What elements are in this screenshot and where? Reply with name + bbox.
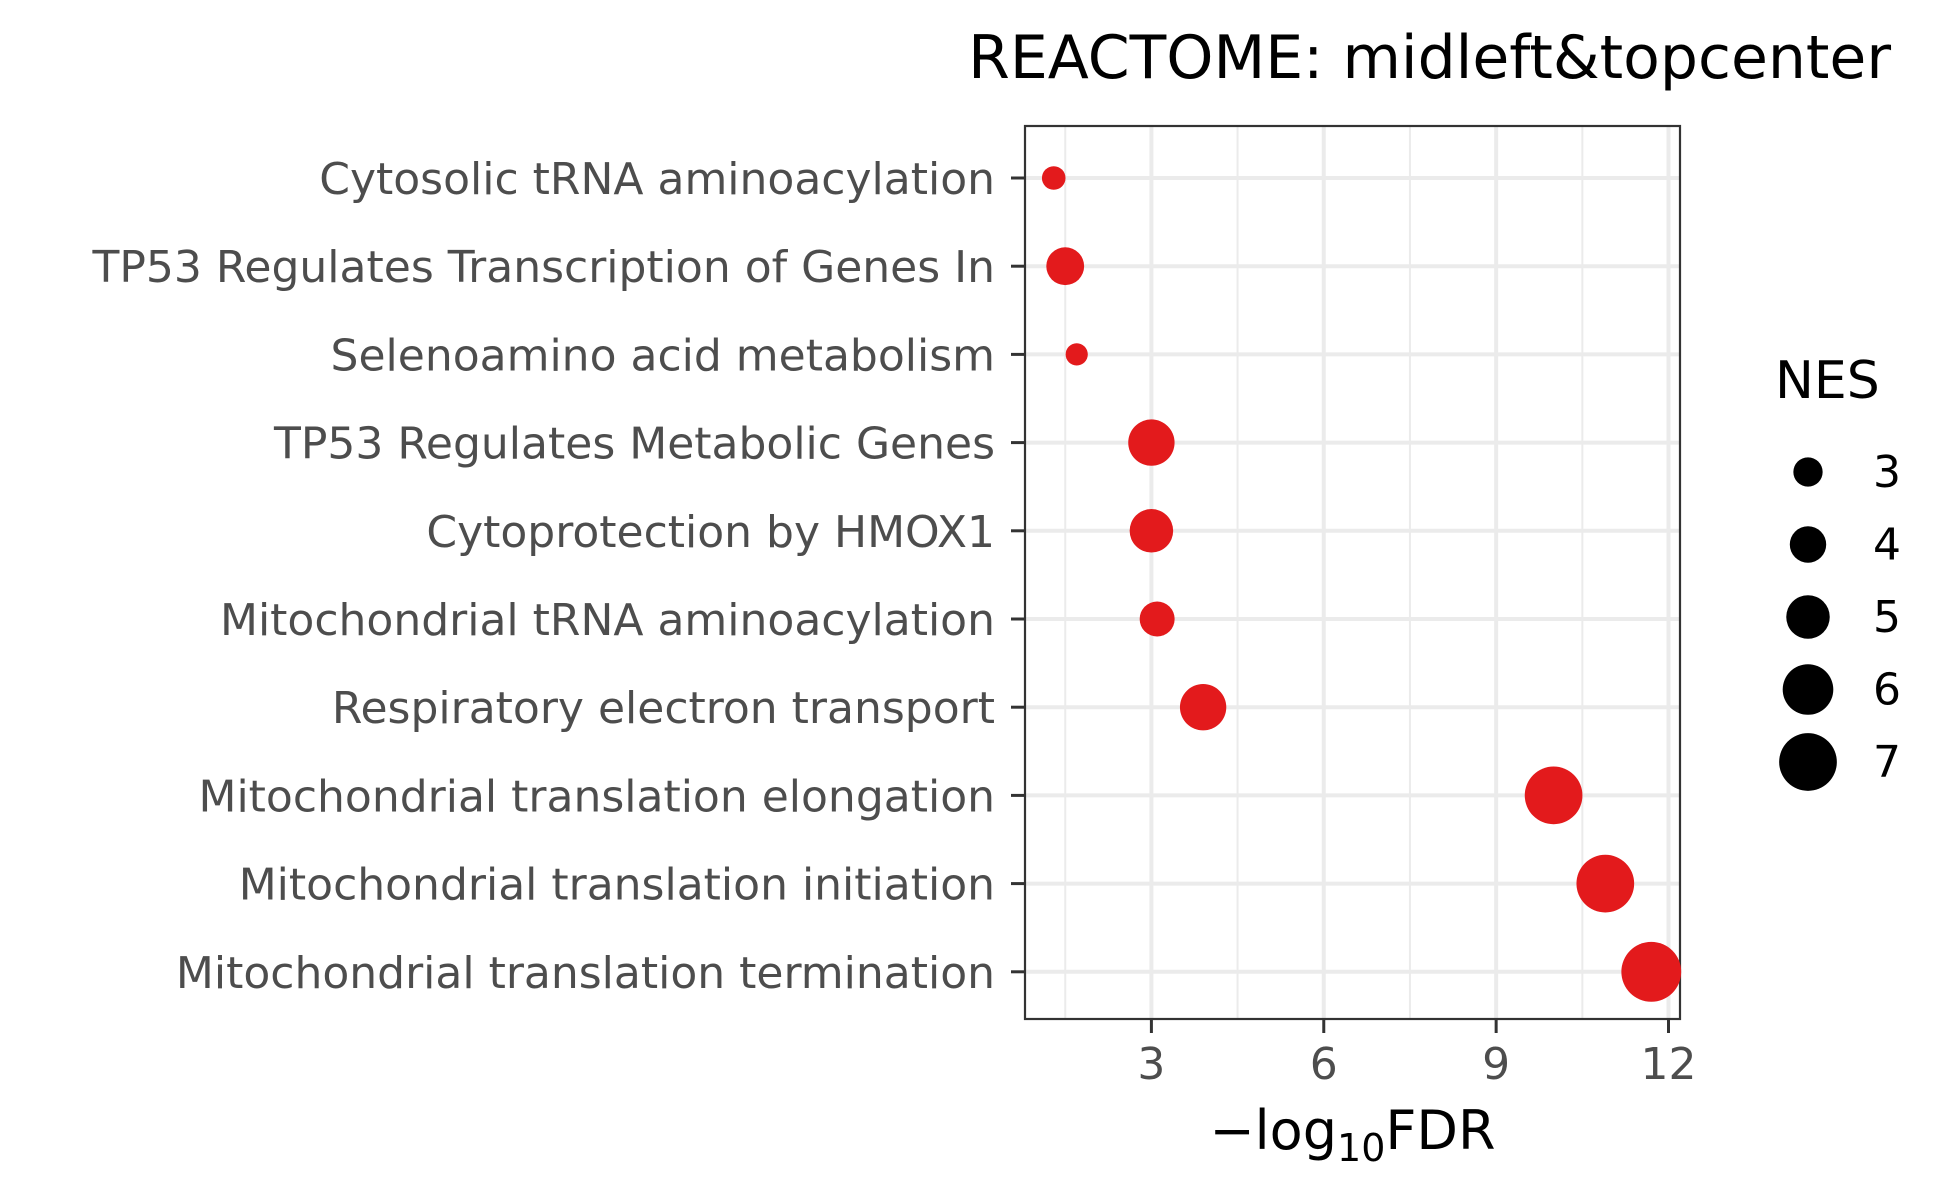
data-point bbox=[1128, 419, 1175, 466]
data-point bbox=[1139, 601, 1175, 637]
data-point bbox=[1065, 343, 1088, 366]
legend-key-label: 4 bbox=[1873, 520, 1901, 571]
y-tick-label: Mitochondrial translation elongation bbox=[198, 771, 995, 822]
data-point bbox=[1524, 766, 1583, 825]
chart-title: REACTOME: midleft&topcenter bbox=[968, 23, 1891, 93]
data-point bbox=[1046, 247, 1085, 286]
legend-title: NES bbox=[1775, 351, 1880, 411]
legend-key-circle bbox=[1779, 733, 1837, 791]
y-axis-labels: Cytosolic tRNA aminoacylation TP53 Regula… bbox=[91, 154, 1025, 999]
legend-key-circle bbox=[1786, 595, 1830, 639]
data-point bbox=[1179, 684, 1227, 731]
y-tick-label: Selenoamino acid metabolism bbox=[331, 330, 995, 381]
legend-key-label: 7 bbox=[1873, 737, 1901, 788]
y-tick-label: Respiratory electron transport bbox=[332, 683, 995, 734]
x-tick-label: 6 bbox=[1310, 1039, 1338, 1090]
x-axis-title: −log10FDR bbox=[1209, 1099, 1495, 1170]
panel-background bbox=[1025, 126, 1680, 1019]
y-tick-label: Cytoprotection by HMOX1 bbox=[426, 507, 995, 558]
y-tick-label: TP53 Regulates Metabolic Genes bbox=[273, 419, 995, 470]
y-tick-label: Mitochondrial tRNA aminoacylation bbox=[220, 595, 995, 646]
size-legend: NES 3 4 5 6 7 bbox=[1775, 351, 1901, 791]
y-tick-label: Mitochondrial translation initiation bbox=[239, 860, 995, 911]
x-axis-title-suffix: FDR bbox=[1385, 1099, 1495, 1162]
data-points bbox=[1041, 166, 1682, 1002]
legend-key-label: 3 bbox=[1873, 447, 1901, 498]
legend-key-label: 6 bbox=[1873, 665, 1901, 716]
data-point bbox=[1576, 854, 1635, 913]
plot-panel bbox=[1023, 124, 1682, 1021]
legend-key-circle bbox=[1789, 526, 1827, 563]
legend-key-label: 5 bbox=[1873, 592, 1901, 643]
y-tick-label: TP53 Regulates Transcription of Genes In bbox=[91, 242, 995, 293]
x-axis: 3 6 9 12 −log10FDR bbox=[1137, 1019, 1697, 1170]
panel-border bbox=[1023, 124, 1682, 1021]
x-axis-title-prefix: −log bbox=[1209, 1099, 1337, 1162]
x-tick-label: 3 bbox=[1137, 1039, 1165, 1090]
legend-key-circle bbox=[1793, 457, 1823, 487]
legend-key-circle bbox=[1782, 664, 1834, 715]
data-point bbox=[1621, 941, 1682, 1002]
x-tick-label: 9 bbox=[1482, 1039, 1510, 1090]
x-tick-label: 12 bbox=[1641, 1039, 1697, 1090]
y-tick-label: Mitochondrial translation termination bbox=[176, 948, 995, 999]
data-point bbox=[1041, 166, 1066, 190]
x-axis-title-subscript: 10 bbox=[1337, 1126, 1385, 1170]
y-tick-label: Cytosolic tRNA aminoacylation bbox=[319, 154, 995, 205]
data-point bbox=[1129, 509, 1174, 553]
